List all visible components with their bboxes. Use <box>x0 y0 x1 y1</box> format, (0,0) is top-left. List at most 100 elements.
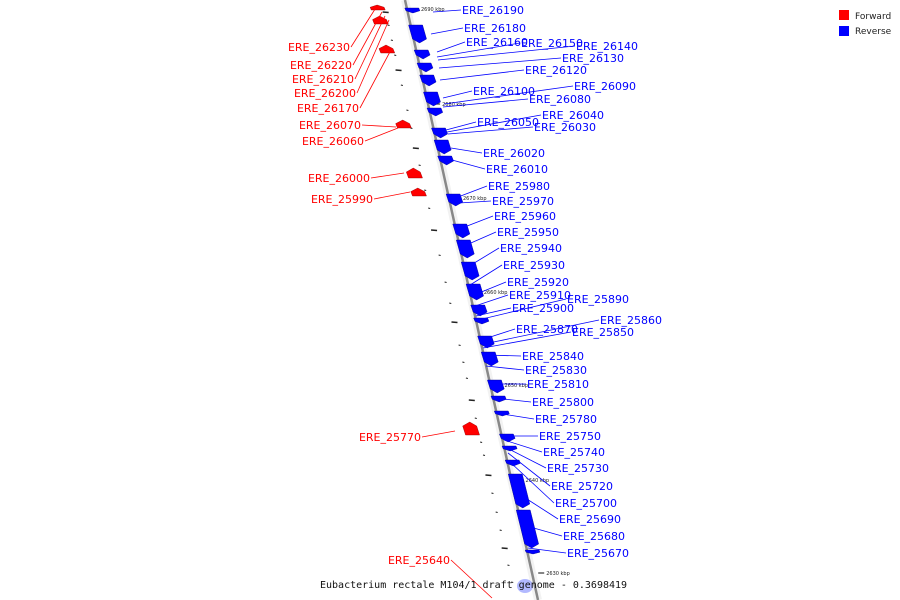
gene-label-ere-25670: ERE_25670 <box>527 547 629 560</box>
position-dash <box>482 454 486 456</box>
forward-gene-6 <box>462 421 480 436</box>
leader-line <box>439 69 525 81</box>
gene-label-ere-26010: ERE_26010 <box>451 159 548 176</box>
kbp-tick-label: 2660 kbp <box>484 290 508 296</box>
leader-line <box>469 264 503 286</box>
position-dash <box>428 207 431 209</box>
gene-name: ERE_26120 <box>525 64 587 77</box>
reverse-gene-17 <box>477 335 495 349</box>
gene-label-ere-25850: ERE_25850 <box>482 326 634 349</box>
gene-name: ERE_26140 <box>576 40 638 53</box>
gene-label-ere-25860: ERE_25860 <box>483 314 662 345</box>
reverse-gene-5 <box>423 91 441 107</box>
legend-reverse-swatch <box>839 26 849 36</box>
gene-name: ERE_25640 <box>388 554 450 567</box>
gene-label-ere-25740: ERE_25740 <box>503 439 605 459</box>
gene-name: ERE_25990 <box>311 193 373 206</box>
gene-name: ERE_25980 <box>488 180 550 193</box>
leader-line <box>522 524 563 537</box>
gene-name: ERE_25870 <box>516 323 578 336</box>
leader-line <box>477 298 567 321</box>
position-dash <box>444 281 447 283</box>
gene-label-ere-26050: ERE_26050 <box>445 116 539 131</box>
leader-line <box>432 9 462 13</box>
gene-label-ere-25640: ERE_25640 <box>388 554 493 599</box>
leader-line <box>483 319 600 345</box>
leader-line <box>442 98 529 108</box>
leader-line <box>515 491 559 520</box>
leader-line <box>438 57 562 69</box>
gene-name: ERE_26070 <box>299 119 361 132</box>
leader-line <box>446 114 542 133</box>
kbp-tick-label: 2680 kbp <box>442 102 466 108</box>
position-dash <box>468 399 475 402</box>
reverse-gene-27 <box>524 549 541 555</box>
gene-name: ERE_25940 <box>500 242 562 255</box>
position-dash <box>390 39 394 41</box>
gene-name: ERE_25680 <box>563 530 625 543</box>
reverse-gene-13 <box>460 261 480 281</box>
gene-name: ERE_26170 <box>297 102 359 115</box>
leader-line <box>443 85 574 105</box>
gene-label-ere-26130: ERE_26130 <box>438 52 624 69</box>
gene-label-ere-25830: ERE_25830 <box>485 364 587 377</box>
position-dash <box>438 254 441 256</box>
gene-name: ERE_26080 <box>529 93 591 106</box>
position-dash <box>406 109 409 111</box>
gene-label-ere-26160: ERE_26160 <box>436 36 528 53</box>
legend-reverse-label: Reverse <box>855 27 892 37</box>
forward-gene-2 <box>378 44 396 54</box>
gene-label-ere-25730: ERE_25730 <box>504 446 609 475</box>
gene-name: ERE_25720 <box>551 480 613 493</box>
leader-line <box>352 11 383 66</box>
position-dash <box>501 547 508 550</box>
gene-label-ere-26180: ERE_26180 <box>430 22 526 35</box>
reverse-gene-26 <box>515 509 539 549</box>
gene-name: ERE_25890 <box>567 293 629 306</box>
legend: Forward Reverse <box>839 10 892 37</box>
gene-label-ere-25950: ERE_25950 <box>463 226 559 247</box>
gene-name: ERE_26060 <box>302 135 364 148</box>
leader-line <box>504 446 547 469</box>
gene-name: ERE_26160 <box>466 36 528 49</box>
gene-label-ere-25940: ERE_25940 <box>465 242 562 269</box>
leader-line <box>356 19 390 94</box>
gene-name: ERE_26200 <box>294 87 356 100</box>
gene-label-ere-25680: ERE_25680 <box>522 524 625 543</box>
gene-label-ere-25870: ERE_25870 <box>480 323 578 341</box>
reverse-gene-20 <box>490 395 507 403</box>
leader-line <box>447 126 534 135</box>
reverse-gene-4 <box>419 74 437 87</box>
leader-line <box>436 41 466 53</box>
leader-line <box>475 307 512 317</box>
gene-name: ERE_25860 <box>600 314 662 327</box>
gene-label-ere-25840: ERE_25840 <box>484 350 584 363</box>
leader-line <box>457 185 488 198</box>
gene-name: ERE_26230 <box>288 41 350 54</box>
leader-line <box>507 452 551 487</box>
leader-line <box>445 121 477 131</box>
gene-label-ere-25960: ERE_25960 <box>461 210 556 229</box>
forward-gene-5 <box>410 187 427 197</box>
kbp-tick-label: 2670 kbp <box>463 196 487 202</box>
gene-label-ere-26070: ERE_26070 <box>299 119 397 132</box>
gene-label-ere-25930: ERE_25930 <box>469 259 565 286</box>
leader-line <box>436 42 521 58</box>
position-dash <box>449 302 452 304</box>
forward-gene-0 <box>369 4 386 11</box>
leader-line <box>430 27 464 35</box>
reverse-gene-11 <box>452 223 471 239</box>
kbp-tick-label: 2630 kbp <box>546 571 570 577</box>
gene-name: ERE_25960 <box>494 210 556 223</box>
reverse-gene-8 <box>433 139 452 155</box>
leader-line <box>461 215 494 229</box>
leader-line <box>463 231 497 247</box>
legend-forward-swatch <box>839 10 849 20</box>
gene-label-ere-25800: ERE_25800 <box>493 396 594 409</box>
position-dash <box>499 529 502 531</box>
reverse-gene-3 <box>416 62 434 73</box>
position-dash <box>495 511 498 513</box>
gene-label-ere-25750: ERE_25750 <box>503 430 601 443</box>
